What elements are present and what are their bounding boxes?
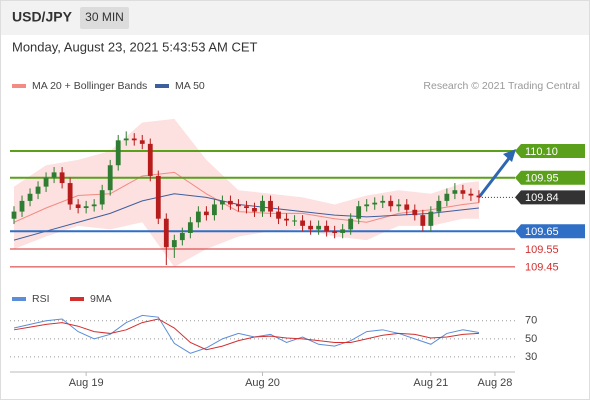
candle-body [155,175,161,219]
candle-body [436,200,442,212]
candle-body [107,165,113,191]
candle-body [380,200,386,203]
legend-swatch [12,84,26,88]
candle-body [412,209,418,216]
legend-label: 9MA [90,293,112,305]
candle-body [244,206,249,209]
timeframe-button[interactable] [80,7,129,29]
candle-body [324,225,330,232]
level-tag [515,224,585,239]
candle-body [236,204,241,207]
legend-label: MA 20 + Bollinger Bands [32,80,147,92]
datetime: Monday, August 23, 2021 5:43:53 AM CET [12,39,258,54]
candle-body [340,229,346,233]
candle-body [404,204,410,210]
candle-body [428,211,434,226]
candle-body [123,138,129,141]
legend-swatch [12,297,26,301]
candle-body [171,240,177,248]
candle-body [220,200,225,205]
candle-body [51,172,57,178]
candle-body [364,204,370,207]
bollinger-band [14,118,479,267]
candle-body [27,193,33,201]
candle-body [147,143,153,176]
level-tag [515,190,585,205]
candle-body [356,206,362,219]
candle-body [195,211,201,223]
candle-body [115,140,121,166]
candle-body [260,200,265,212]
candle-body [11,211,17,219]
candle-body [203,211,209,216]
candle-body [396,204,402,207]
candle-body [284,218,289,221]
candle-body [268,200,273,212]
candle-body [139,140,145,144]
candle-body [179,232,185,241]
level-label: 109.65 [525,226,559,238]
candle-body [212,204,217,216]
indicator-line [13,314,480,354]
arrow-head [503,149,516,162]
level-label: 109.84 [525,192,559,204]
candle-body [388,200,394,207]
candle-body [444,193,450,201]
candle-body [163,218,169,248]
level-label: 109.45 [525,262,559,274]
credit: Research © 2021 Trading Central [423,80,580,92]
y-tick-label: 50 [525,333,537,345]
forecast-arrow [478,156,512,197]
x-tick-label: Aug 21 [413,377,448,389]
candle-body [468,193,474,196]
level-tag [515,143,585,158]
candle-body [420,215,426,226]
timeframe[interactable]: 30 MIN [85,10,124,24]
indicator-line [13,318,479,351]
candle-body [276,211,281,219]
x-tick-label: Aug 19 [69,377,104,389]
candle-body [19,200,25,212]
legend-swatch [155,84,169,88]
symbol: USD/JPY [12,9,73,25]
candle-body [316,225,322,230]
candle-body [332,231,338,233]
level-tag [515,170,585,185]
candle-body [59,172,65,184]
level-label: 109.95 [525,173,559,185]
legend-swatch [70,297,84,301]
candle-body [292,220,297,222]
candle-body [228,200,233,205]
candle-body [67,183,73,205]
candle-body [35,186,41,194]
candle-body [348,218,354,230]
candle-body [91,204,97,207]
candle-body [43,177,49,187]
candle-body [460,190,466,194]
candle-body [300,220,305,226]
candle-body [476,195,482,198]
candle-body [252,208,257,212]
level-label: 109.55 [525,244,559,256]
candle-body [187,222,193,233]
y-tick-label: 70 [525,315,537,327]
x-tick-label: Aug 28 [478,377,513,389]
legend-label: MA 50 [175,80,205,92]
candle-body [83,206,89,209]
y-tick-label: 30 [525,351,537,363]
candle-body [75,204,81,209]
x-tick-label: Aug 20 [245,377,280,389]
candle-body [372,202,378,205]
level-label: 110.10 [525,146,558,158]
candle-body [308,225,313,230]
candle-body [99,190,105,205]
legend-label: RSI [32,293,50,305]
candle-body [452,190,458,194]
candle-body [131,138,137,141]
